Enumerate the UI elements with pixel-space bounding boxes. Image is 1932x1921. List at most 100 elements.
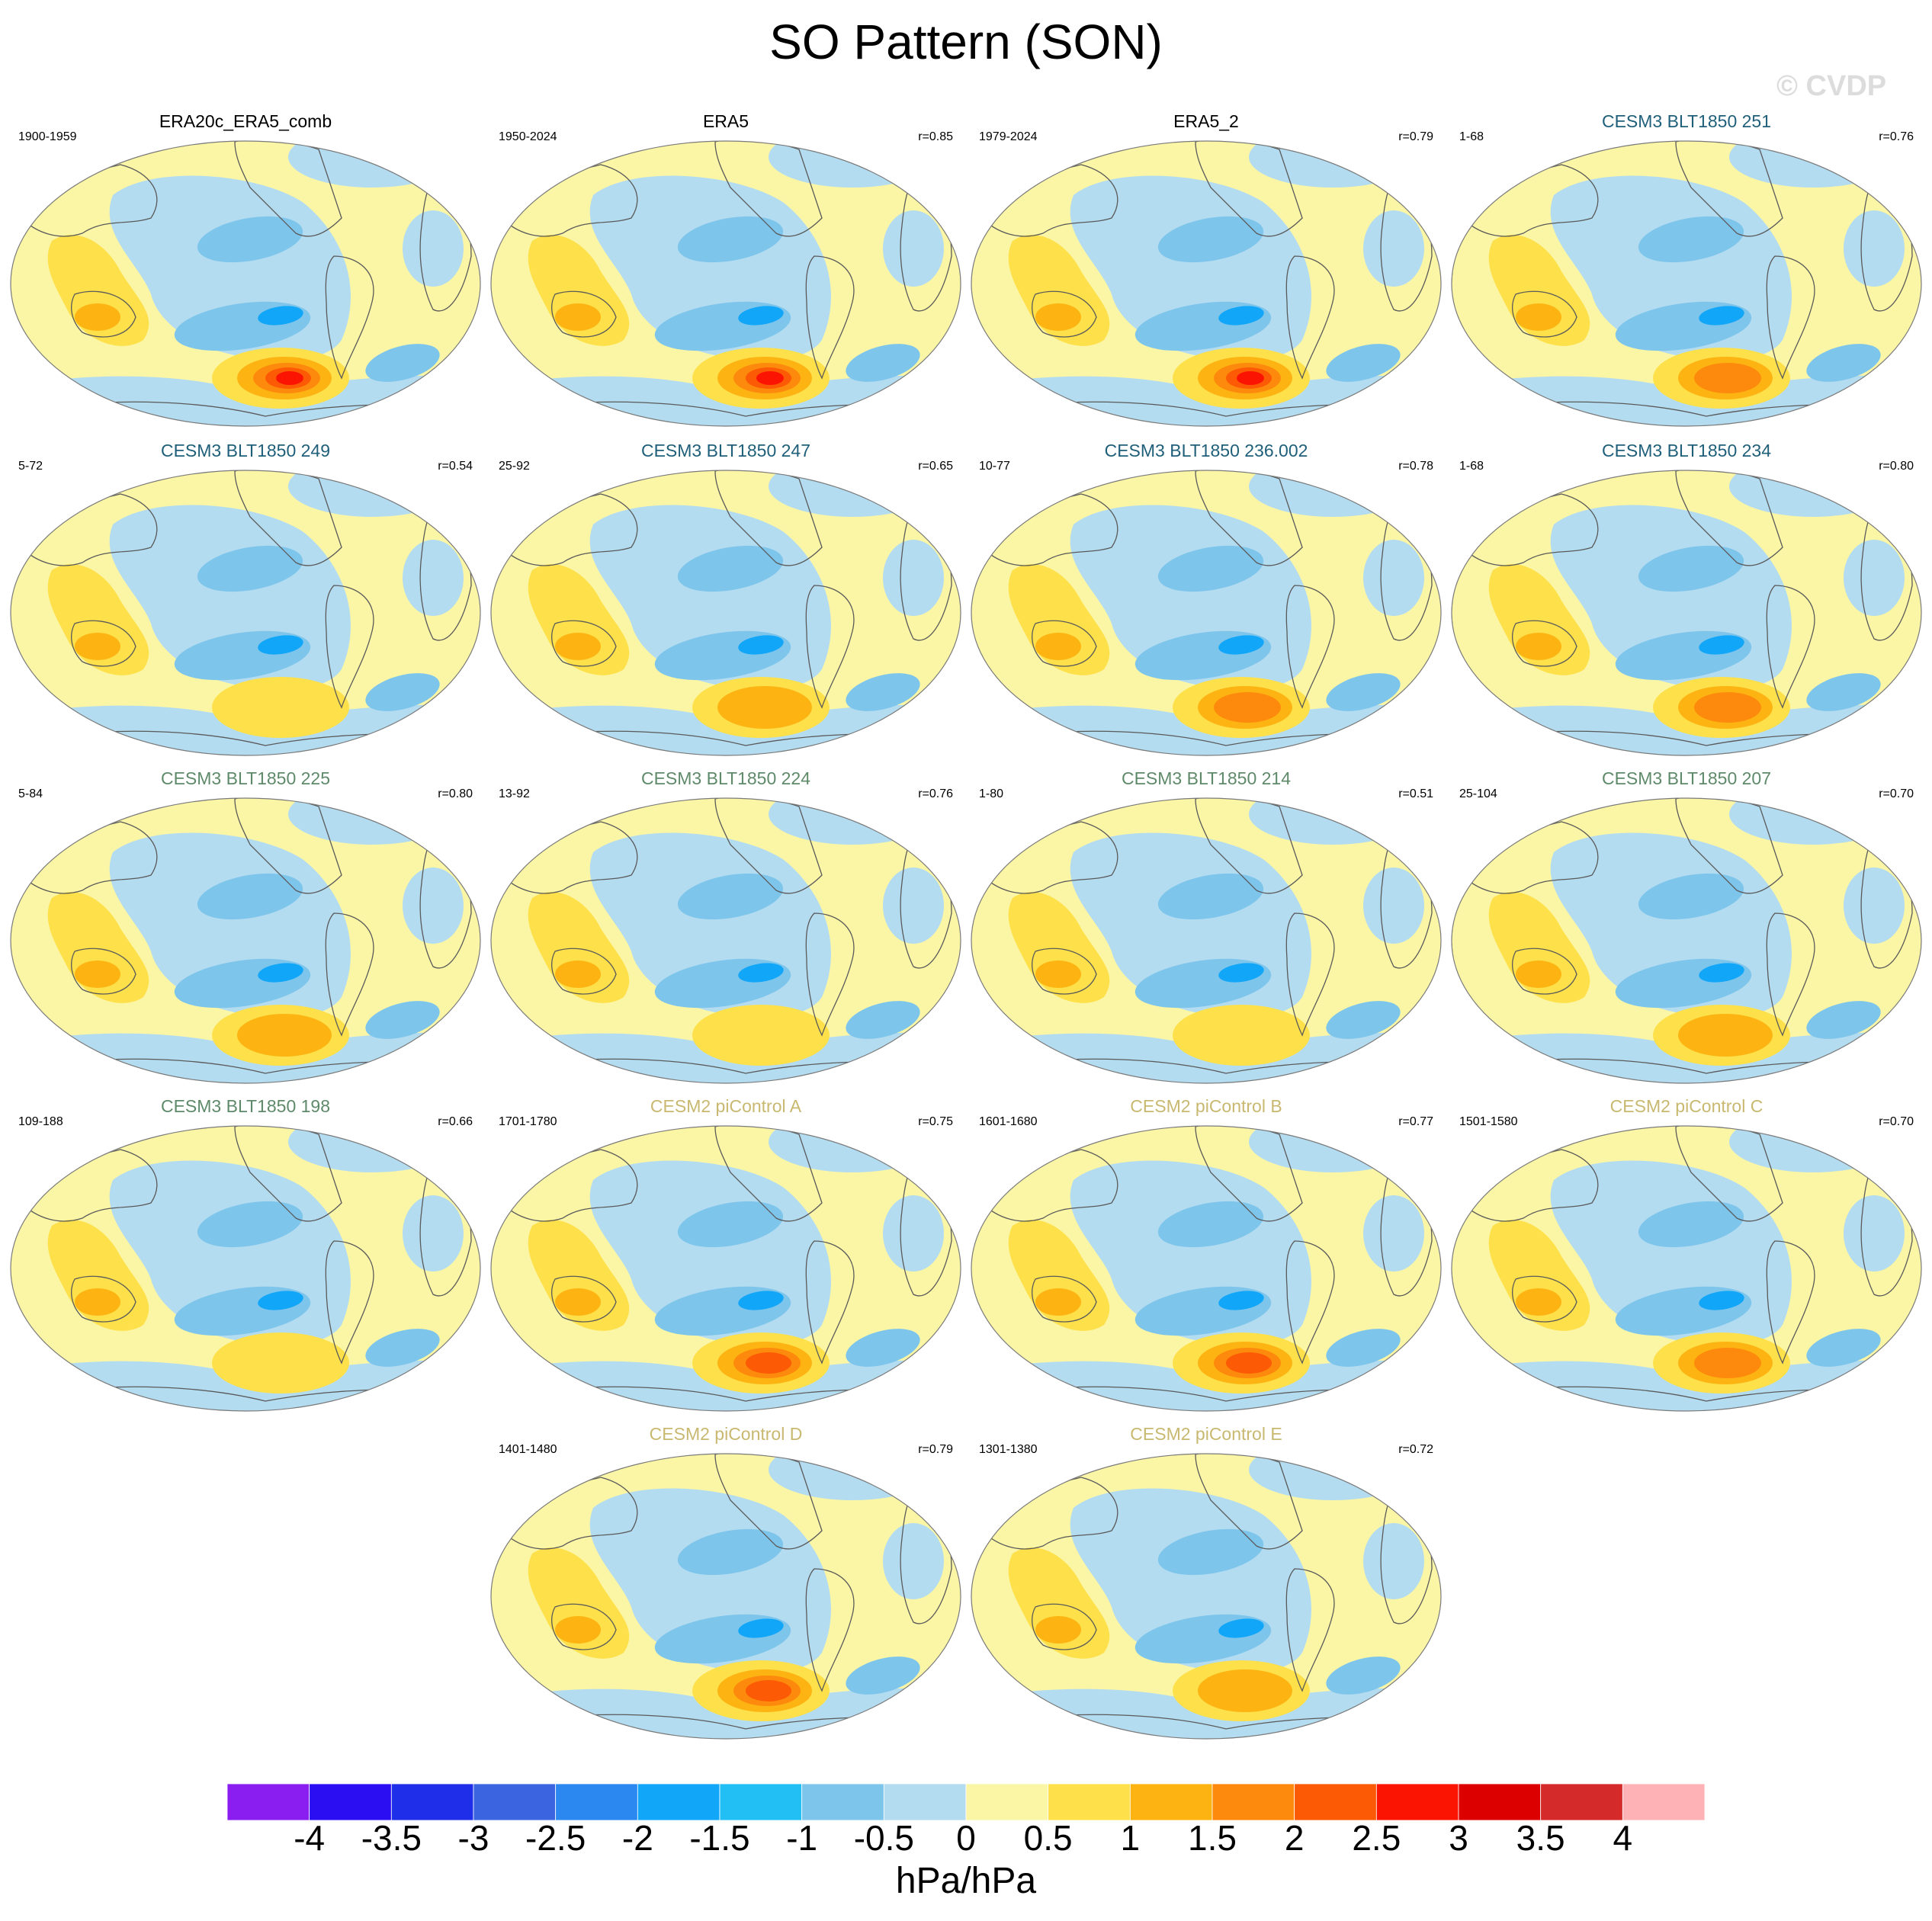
south-america-coast xyxy=(1285,912,1335,1037)
australia-positive-core xyxy=(1035,1616,1081,1644)
north-pacific-negative-anomaly xyxy=(677,216,784,263)
amundsen-positive-anomaly xyxy=(1173,1005,1310,1066)
panel-period: 1950-2024 xyxy=(499,130,557,143)
map-panel: ERA5 1950-2024 r=0.85 xyxy=(486,111,965,439)
colorbar-tick-label: -3 xyxy=(457,1818,489,1858)
map-outline xyxy=(10,140,481,427)
amundsen-positive-anomaly xyxy=(212,677,349,738)
south-pacific-core-negative xyxy=(1218,1291,1264,1310)
colorbar-tick-label: -0.5 xyxy=(853,1818,914,1858)
colorbar-tick-label: -1.5 xyxy=(689,1818,750,1858)
south-america-coast xyxy=(805,255,855,380)
panel-title: ERA5_2 xyxy=(1173,111,1239,131)
panel-title: ERA5 xyxy=(702,111,749,131)
south-atlantic-negative-anomaly xyxy=(1326,1001,1401,1039)
map-outline xyxy=(490,140,961,427)
south-pacific-core-negative xyxy=(258,963,303,983)
panel-title: CESM3 BLT1850 236.002 xyxy=(1104,441,1308,460)
panel-title: CESM3 BLT1850 247 xyxy=(640,441,811,460)
south-america-coast xyxy=(805,1568,855,1692)
arctic-negative-region xyxy=(769,798,936,845)
colorbar-swatch xyxy=(637,1783,720,1821)
panel-correlation: r=0.65 xyxy=(918,460,953,473)
south-atlantic-negative-anomaly xyxy=(846,1329,920,1367)
amundsen-positive-level-3 xyxy=(1214,692,1281,723)
amundsen-positive-level-4 xyxy=(1226,1352,1272,1374)
south-america-coast xyxy=(325,585,374,709)
colorbar-swatch xyxy=(965,1783,1049,1821)
colorbar-swatch xyxy=(801,1783,884,1821)
australia-coast xyxy=(1032,1603,1097,1650)
south-atlantic-negative-anomaly xyxy=(365,1001,440,1039)
colorbar-swatch xyxy=(1294,1783,1377,1821)
colorbar-unit-label: hPa/hPa xyxy=(895,1861,1037,1901)
panel-correlation: r=0.66 xyxy=(438,1115,473,1128)
map-panel: CESM2 piControl B 1601-1680 r=0.77 xyxy=(967,1096,1446,1424)
map-svg xyxy=(1451,1125,1922,1412)
north-pacific-negative-anomaly xyxy=(677,1201,784,1248)
map-outline xyxy=(1451,470,1922,756)
panel-period: 1-68 xyxy=(1459,130,1484,143)
panel-correlation: r=0.54 xyxy=(438,460,473,473)
colorbar-swatch xyxy=(719,1783,803,1821)
panel-title: CESM3 BLT1850 234 xyxy=(1601,441,1772,460)
amundsen-positive-level-5 xyxy=(1237,371,1264,385)
arctic-negative-region xyxy=(288,1126,456,1172)
atlantic-negative-region xyxy=(1844,867,1905,944)
australia-positive-core xyxy=(1516,1288,1561,1316)
map-panel: CESM3 BLT1850 251 1-68 r=0.76 xyxy=(1447,111,1926,439)
panel-period: 5-84 xyxy=(18,787,43,800)
panel-correlation: r=0.51 xyxy=(1398,787,1433,800)
south-pacific-core-negative xyxy=(258,1291,303,1310)
panel-correlation: r=0.76 xyxy=(918,787,953,800)
map-panel: CESM3 BLT1850 207 25-104 r=0.70 xyxy=(1447,768,1926,1096)
panel-period: 1401-1480 xyxy=(499,1443,557,1456)
australia-coast xyxy=(1032,948,1097,995)
map-svg xyxy=(1451,797,1922,1084)
australia-positive-core xyxy=(1035,303,1081,331)
map-svg xyxy=(971,470,1442,756)
arctic-negative-region xyxy=(1249,470,1417,517)
north-pacific-negative-anomaly xyxy=(1157,1201,1264,1248)
south-atlantic-negative-anomaly xyxy=(1326,344,1401,382)
figure-title: SO Pattern (SON) xyxy=(769,14,1163,69)
atlantic-negative-region xyxy=(1363,1195,1424,1272)
australia-positive-core xyxy=(555,1616,601,1644)
north-pacific-negative-anomaly xyxy=(197,873,303,920)
map-outline xyxy=(971,1453,1442,1740)
arctic-negative-region xyxy=(288,141,456,188)
panel-title: CESM3 BLT1850 249 xyxy=(160,441,331,460)
map-panel: CESM3 BLT1850 214 1-80 r=0.51 xyxy=(967,768,1446,1096)
panel-correlation: r=0.72 xyxy=(1398,1443,1433,1456)
south-atlantic-negative-anomaly xyxy=(1806,344,1881,382)
amundsen-positive-level-5 xyxy=(276,371,303,385)
atlantic-negative-region xyxy=(883,1523,944,1599)
north-pacific-negative-anomaly xyxy=(197,216,303,263)
map-outline xyxy=(971,470,1442,756)
map-panel: CESM2 piControl C 1501-1580 r=0.70 xyxy=(1447,1096,1926,1424)
australia-coast xyxy=(71,948,136,995)
map-panel: CESM3 BLT1850 247 25-92 r=0.65 xyxy=(486,441,965,768)
south-pacific-core-negative xyxy=(1218,635,1264,655)
south-pacific-core-negative xyxy=(258,306,303,326)
map-svg xyxy=(1451,140,1922,427)
atlantic-negative-region xyxy=(1844,1195,1905,1272)
panel-title: CESM2 piControl D xyxy=(649,1424,803,1444)
south-atlantic-negative-anomaly xyxy=(1326,1656,1401,1695)
australia-positive-core xyxy=(75,633,120,660)
south-america-coast xyxy=(325,255,374,380)
colorbar-swatch xyxy=(1622,1783,1706,1821)
map-panel: CESM3 BLT1850 234 1-68 r=0.80 xyxy=(1447,441,1926,768)
map-outline xyxy=(10,470,481,756)
panel-period: 1701-1780 xyxy=(499,1115,557,1128)
map-svg xyxy=(490,797,961,1084)
panel-correlation: r=0.70 xyxy=(1879,787,1914,800)
amundsen-positive-level-2 xyxy=(717,686,812,729)
north-pacific-negative-anomaly xyxy=(1638,545,1744,592)
colorbar-tick-label: 0.5 xyxy=(1023,1818,1073,1858)
south-america-coast xyxy=(1766,585,1815,709)
south-pacific-core-negative xyxy=(1218,306,1264,326)
panel-title: CESM3 BLT1850 207 xyxy=(1601,768,1772,788)
north-pacific-negative-anomaly xyxy=(1638,873,1744,920)
amundsen-positive-level-4 xyxy=(746,1680,791,1701)
